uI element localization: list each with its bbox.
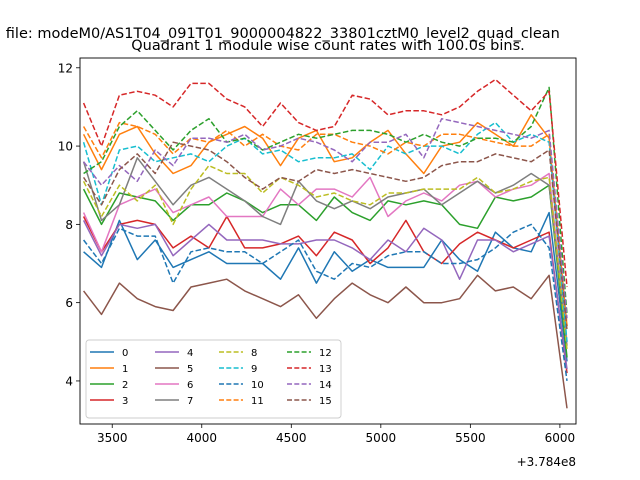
x-tick-label: 6000	[545, 431, 576, 445]
legend-label-0: 0	[122, 348, 128, 359]
y-tick-label: 10	[58, 140, 73, 154]
series-line-12	[83, 86, 568, 315]
legend-label-15: 15	[319, 396, 332, 407]
series-line-8	[82, 164, 568, 350]
legend-label-12: 12	[319, 348, 332, 359]
legend-label-2: 2	[122, 380, 128, 391]
series-line-10	[83, 223, 568, 382]
series-line-11	[82, 121, 568, 327]
series-line-13	[82, 78, 568, 288]
legend-label-13: 13	[319, 364, 332, 375]
legend-label-14: 14	[319, 380, 332, 391]
legend-box	[85, 339, 342, 419]
series-layer	[82, 78, 568, 409]
x-tick-label: 4000	[186, 431, 217, 445]
y-tick-label: 4	[65, 374, 73, 388]
y-tick-label: 6	[65, 296, 73, 310]
series-line-0	[83, 211, 568, 362]
x-tick-label: 3500	[97, 431, 128, 445]
legend-label-4: 4	[187, 348, 193, 359]
legend-label-8: 8	[251, 348, 257, 359]
legend-label-11: 11	[251, 396, 264, 407]
series-line-6	[82, 172, 568, 342]
legend-label-1: 1	[122, 364, 128, 375]
x-tick-label: 4500	[276, 431, 307, 445]
series-line-3	[82, 215, 568, 374]
legend-label-7: 7	[187, 396, 193, 407]
legend-label-6: 6	[187, 380, 193, 391]
series-line-7	[82, 157, 568, 346]
series-line-14	[83, 117, 568, 319]
chart-title: Quadrant 1 module wise count rates with …	[131, 38, 525, 54]
legend-label-5: 5	[187, 364, 193, 375]
legend-label-9: 9	[251, 364, 257, 375]
y-tick-label: 12	[58, 61, 73, 75]
series-line-15	[82, 141, 568, 331]
x-tick-label: 5500	[455, 431, 486, 445]
series-line-2	[82, 184, 568, 358]
series-line-5	[83, 274, 568, 409]
x-offset-label: +3.784e8	[517, 455, 576, 469]
plot-frame	[79, 57, 577, 425]
legend-label-10: 10	[251, 380, 264, 391]
figure-suptitle: n file: modeM0/AS1T04_091T01_9000004822_…	[0, 26, 560, 42]
legend-label-3: 3	[122, 396, 128, 407]
y-tick-label: 8	[65, 218, 73, 232]
series-line-4	[82, 220, 568, 370]
x-tick-label: 5000	[366, 431, 397, 445]
